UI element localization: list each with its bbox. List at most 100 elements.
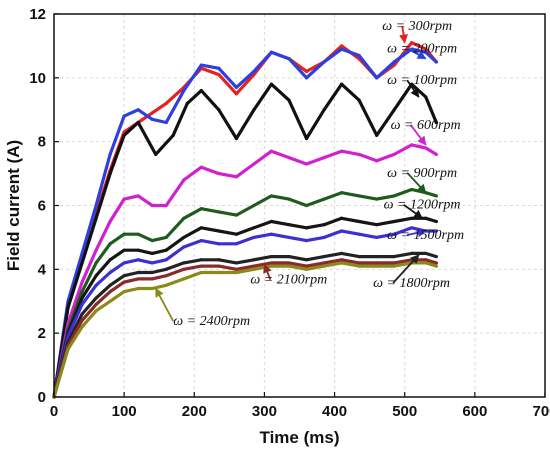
- series-point-1800rpm: [136, 270, 140, 275]
- series-point-200rpm: [94, 203, 98, 208]
- series-point-1500rpm: [164, 258, 168, 262]
- annotation-arrow-100rpm: [406, 79, 420, 98]
- series-point-2400rpm: [392, 264, 396, 268]
- series-point-200rpm: [136, 108, 140, 112]
- series-point-2100rpm: [424, 258, 428, 262]
- series-point-300rpm: [410, 41, 414, 45]
- annotation-arrow-2100rpm: [263, 263, 272, 281]
- series-point-600rpm: [164, 203, 168, 208]
- series-point-1500rpm: [122, 261, 126, 265]
- series-point-2100rpm: [217, 264, 221, 268]
- series-point-2400rpm: [66, 347, 70, 351]
- series-point-1200rpm: [234, 232, 238, 236]
- y-tick-label-8: 8: [38, 134, 46, 151]
- series-point-600rpm: [339, 149, 344, 153]
- series-point-1800rpm: [234, 261, 238, 265]
- series-point-1200rpm: [304, 226, 309, 230]
- annotation-arrow-200rpm: [406, 47, 427, 60]
- series-point-200rpm: [182, 89, 186, 93]
- series-point-2400rpm: [150, 286, 154, 291]
- series-point-1200rpm: [252, 226, 256, 230]
- series-point-600rpm: [322, 156, 326, 160]
- series-point-2100rpm: [164, 274, 168, 278]
- series-point-1800rpm: [339, 251, 344, 255]
- series-point-900rpm: [339, 191, 344, 195]
- y-tick-label-10: 10: [29, 70, 46, 87]
- grid: [54, 14, 545, 397]
- series-point-1800rpm: [182, 261, 186, 265]
- series-point-1200rpm: [357, 219, 361, 224]
- series-point-200rpm: [339, 47, 344, 51]
- annotation-arrow-900rpm: [406, 172, 427, 194]
- series-point-2400rpm: [199, 270, 203, 275]
- series-point-2400rpm: [217, 270, 221, 275]
- series-point-2400rpm: [108, 299, 112, 303]
- series-point-600rpm: [108, 219, 112, 224]
- series-point-100rpm: [269, 82, 274, 86]
- series-point-1500rpm: [392, 232, 396, 236]
- annotation-label-2100rpm: ω = 2100rpm: [250, 273, 327, 288]
- series-point-1800rpm: [392, 254, 396, 259]
- x-tick-label-500: 500: [392, 403, 417, 420]
- series-point-200rpm: [199, 63, 203, 67]
- series-point-1800rpm: [269, 254, 274, 259]
- series-point-1200rpm: [80, 296, 84, 300]
- series-point-900rpm: [410, 187, 414, 192]
- series-point-2100rpm: [108, 290, 112, 294]
- series-point-1800rpm: [287, 254, 291, 259]
- series-point-200rpm: [434, 60, 438, 64]
- series-point-2400rpm: [269, 264, 274, 268]
- annotation-label-200rpm: ω = 200rpm: [387, 41, 457, 56]
- series-point-1500rpm: [199, 239, 203, 243]
- series-point-100rpm: [80, 261, 84, 265]
- series-point-1800rpm: [108, 283, 112, 287]
- series-point-600rpm: [234, 175, 238, 179]
- annotation-label-900rpm: ω = 900rpm: [387, 166, 457, 181]
- series-point-2400rpm: [182, 277, 186, 281]
- series-point-2100rpm: [136, 277, 140, 281]
- series-point-200rpm: [234, 85, 238, 90]
- x-tick-label-200: 200: [182, 403, 207, 420]
- series-point-200rpm: [357, 53, 361, 58]
- series-point-900rpm: [94, 261, 98, 265]
- series-point-2400rpm: [375, 264, 379, 268]
- series-point-100rpm: [322, 108, 326, 112]
- series-point-900rpm: [199, 207, 203, 211]
- series-point-300rpm: [217, 73, 221, 77]
- series-point-900rpm: [434, 194, 438, 198]
- series-point-900rpm: [182, 216, 186, 220]
- series-point-1200rpm: [122, 248, 126, 252]
- series-point-100rpm: [122, 133, 126, 137]
- series-point-1800rpm: [410, 251, 414, 255]
- series-point-300rpm: [234, 92, 238, 96]
- series-point-2100rpm: [122, 280, 126, 284]
- annotation-arrow-2400rpm: [154, 287, 175, 322]
- annotation-label-1200rpm: ω = 1200rpm: [384, 198, 461, 213]
- series-point-900rpm: [375, 197, 379, 201]
- series-point-1800rpm: [304, 258, 309, 262]
- series-point-900rpm: [80, 290, 84, 294]
- series-point-1500rpm: [357, 232, 361, 236]
- series-point-1800rpm: [199, 258, 203, 262]
- x-tick-label-300: 300: [252, 403, 277, 420]
- series-point-100rpm: [434, 120, 438, 125]
- series-point-600rpm: [357, 152, 361, 157]
- series-point-600rpm: [392, 152, 396, 157]
- series-point-1200rpm: [434, 219, 438, 224]
- series-point-2400rpm: [287, 264, 291, 268]
- series-point-1500rpm: [304, 239, 309, 243]
- series-point-900rpm: [136, 232, 140, 236]
- series-point-1800rpm: [150, 270, 154, 275]
- series-point-100rpm: [66, 306, 70, 310]
- series-point-1200rpm: [199, 226, 203, 230]
- series-point-100rpm: [108, 171, 112, 176]
- ticks: 0 100 200 300 400 500 600 700 0 2 4 6 8 10 12: [29, 6, 550, 420]
- series-point-1200rpm: [392, 219, 396, 224]
- series-point-200rpm: [322, 60, 326, 64]
- series-point-2400rpm: [80, 325, 84, 329]
- series-point-2100rpm: [375, 261, 379, 265]
- series-point-1500rpm: [66, 334, 70, 338]
- series-point-100rpm: [171, 133, 175, 137]
- series-point-1200rpm: [217, 229, 221, 233]
